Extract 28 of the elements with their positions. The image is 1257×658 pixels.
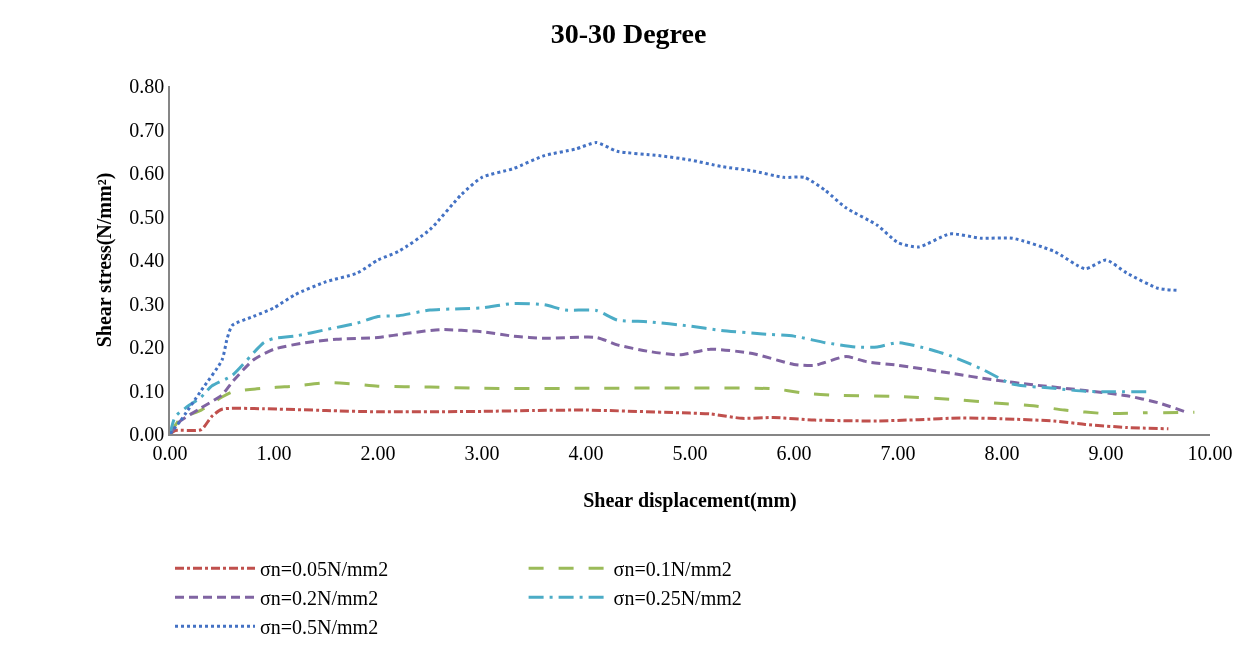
y-tick-label: 0.20 (129, 336, 165, 358)
y-tick-label: 0.10 (129, 379, 165, 402)
chart-title: 30-30 Degree (550, 17, 707, 49)
y-tick-label: 0.30 (129, 292, 165, 315)
x-tick-label: 10.00 (1187, 441, 1233, 464)
x-axis-title: Shear displacement(mm) (583, 488, 797, 512)
legend-label: σn=0.5N/mm2 (260, 616, 379, 639)
legend-label: σn=0.05N/mm2 (260, 558, 389, 581)
legend-label: σn=0.25N/mm2 (613, 587, 742, 610)
y-tick-label: 0.60 (129, 162, 165, 184)
legend-label: σn=0.2N/mm2 (260, 587, 379, 610)
x-tick-label: 1.00 (256, 441, 292, 464)
line-series (170, 328, 1186, 434)
x-tick-label: 7.00 (880, 441, 916, 464)
y-axis-title: Shear stress(N/mm²) (93, 172, 117, 348)
x-tick-label: 2.00 (360, 441, 396, 464)
x-tick-label: 6.00 (776, 441, 812, 464)
line-series (170, 406, 1170, 434)
x-tick-label: 8.00 (984, 441, 1020, 464)
x-tick-label: 3.00 (464, 441, 500, 464)
x-tick-label: 5.00 (672, 441, 708, 464)
y-tick-label: 0.80 (129, 75, 165, 97)
y-tick-label: 0.40 (129, 249, 165, 271)
x-tick-label: 9.00 (1088, 441, 1124, 464)
y-tick-label: 0.50 (129, 205, 165, 228)
x-tick-label: 4.00 (568, 441, 604, 464)
y-tick-label: 0.70 (129, 118, 165, 141)
legend-label: σn=0.1N/mm2 (613, 558, 732, 581)
